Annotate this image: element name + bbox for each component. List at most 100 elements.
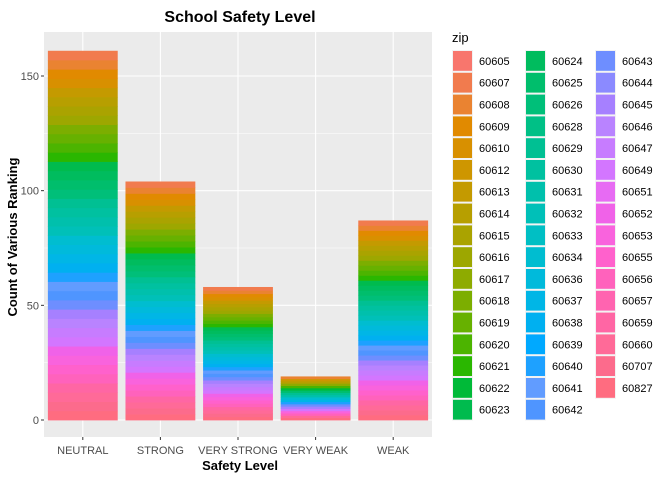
legend-swatch xyxy=(596,116,615,137)
bar-segment xyxy=(125,408,196,415)
bar-segment xyxy=(47,410,118,421)
bar-segment xyxy=(125,264,196,272)
bar-segment xyxy=(47,216,118,227)
bar-segment xyxy=(358,375,429,381)
legend-item: 60646 xyxy=(595,115,653,138)
legend-label: 60613 xyxy=(479,187,510,199)
legend-label: 60624 xyxy=(552,56,583,68)
bar-segment xyxy=(203,306,273,311)
bar-segment xyxy=(125,199,196,206)
bar-segment xyxy=(203,346,273,351)
bar-segment xyxy=(125,318,196,325)
bar-segment xyxy=(280,403,351,407)
bar-segment xyxy=(280,413,351,416)
bar-segment xyxy=(203,350,273,354)
legend-item: 60631 xyxy=(525,180,583,203)
legend-label: 60621 xyxy=(479,361,510,373)
legend-label: 60607 xyxy=(479,78,510,90)
legend-label: 60659 xyxy=(622,318,653,330)
legend-item: 60642 xyxy=(525,398,583,421)
bar-segment xyxy=(125,348,196,355)
bar-segment xyxy=(358,340,429,346)
legend-label: 60609 xyxy=(479,121,510,133)
legend-item: 60613 xyxy=(452,180,510,203)
legend-item: 60827 xyxy=(595,377,653,399)
bar-segment xyxy=(203,313,273,318)
bar-segment xyxy=(358,255,429,261)
legend-label: 60620 xyxy=(479,339,510,351)
legend-label: 60631 xyxy=(552,187,583,199)
legend-item: 60608 xyxy=(452,93,510,116)
legend-item: 60632 xyxy=(525,202,583,225)
bar-segment xyxy=(47,180,118,190)
bar-segment xyxy=(358,260,429,266)
bar-segment xyxy=(125,247,196,254)
bar-segment xyxy=(47,401,118,412)
bar-segment xyxy=(125,181,196,188)
bar-segment xyxy=(47,96,118,107)
legend-swatch xyxy=(453,247,472,267)
legend-swatch xyxy=(596,160,615,180)
legend-item: 60620 xyxy=(452,333,510,356)
bar-very-weak xyxy=(280,376,351,421)
legend-swatch xyxy=(526,225,545,246)
legend-item: 60647 xyxy=(595,137,653,159)
legend-item: 60626 xyxy=(525,93,583,116)
bar-segment xyxy=(47,346,118,356)
bar-segment xyxy=(47,170,118,181)
legend-swatch xyxy=(453,225,472,246)
legend-label: 60634 xyxy=(552,252,583,264)
legend-label: 60653 xyxy=(622,230,653,242)
bar-segment xyxy=(47,87,118,98)
bar-segment xyxy=(47,383,118,393)
bar-segment xyxy=(47,300,118,310)
legend-swatch xyxy=(453,160,472,180)
legend-item: 60649 xyxy=(595,159,653,181)
legend-item: 60619 xyxy=(452,311,510,334)
bar-segment xyxy=(125,205,196,212)
legend-label: 60626 xyxy=(552,100,583,112)
bar-segment xyxy=(47,364,118,375)
y-axis-title: Count of Various Ranking xyxy=(5,157,20,316)
legend-label: 60619 xyxy=(479,318,510,330)
bar-segment xyxy=(358,415,429,421)
legend-swatch xyxy=(526,378,545,398)
bar-segment xyxy=(358,380,429,386)
bar-segment xyxy=(125,324,196,331)
bar-segment xyxy=(203,343,273,348)
bar-segment xyxy=(280,394,351,398)
bar-segment xyxy=(203,290,273,295)
bar-segment xyxy=(358,250,429,256)
legend-swatch xyxy=(453,356,472,376)
legend-swatch xyxy=(453,312,472,333)
bar-segment xyxy=(358,405,429,411)
bar-segment xyxy=(358,230,429,236)
bar-segment xyxy=(203,390,273,394)
bar-segment xyxy=(203,396,273,401)
legend-swatch xyxy=(526,247,545,267)
bar-segment xyxy=(47,355,118,366)
legend-label: 60636 xyxy=(552,274,583,286)
bar-segment xyxy=(125,378,196,385)
bar-segment xyxy=(47,309,118,319)
bar-weak xyxy=(358,220,429,421)
bar-segment xyxy=(280,390,351,393)
bar-segment xyxy=(358,350,429,356)
legend-item: 60630 xyxy=(525,159,583,181)
legend-swatch xyxy=(596,94,615,115)
legend-swatch xyxy=(526,399,545,420)
bar-segment xyxy=(358,320,429,326)
bar-neutral xyxy=(47,50,118,421)
legend-swatch xyxy=(526,116,545,137)
bar-segment xyxy=(203,380,273,384)
legend-swatch xyxy=(526,203,545,224)
x-tick-label: STRONG xyxy=(137,445,184,457)
bar-segment xyxy=(47,124,118,135)
legend-item: 60657 xyxy=(595,289,653,312)
bar-segment xyxy=(203,353,273,358)
legend-label: 60657 xyxy=(622,296,653,308)
bar-segment xyxy=(203,356,273,361)
bar-segment xyxy=(125,366,196,373)
bar-segment xyxy=(125,342,196,349)
legend-label: 60633 xyxy=(552,230,583,242)
